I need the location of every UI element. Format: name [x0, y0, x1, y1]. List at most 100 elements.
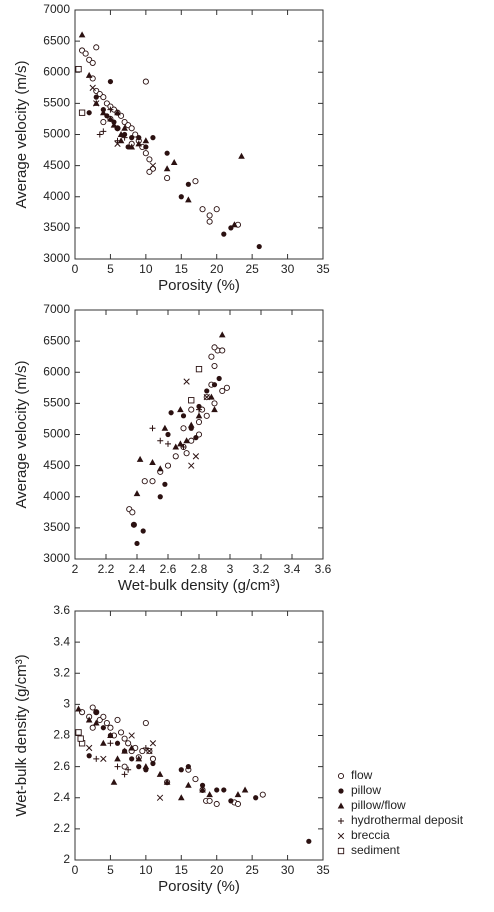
plot-frame — [74, 9, 324, 260]
point — [121, 771, 128, 778]
legend-marker — [337, 847, 345, 855]
point — [183, 450, 190, 457]
point — [170, 159, 178, 166]
point — [185, 181, 191, 187]
legend-label: flow — [351, 768, 373, 782]
point — [125, 740, 132, 747]
point — [177, 440, 184, 447]
point — [211, 362, 218, 370]
point — [146, 168, 153, 175]
y-tick-label: 6000 — [43, 64, 70, 78]
point — [213, 206, 220, 213]
x-axis-label: Porosity (%) — [158, 878, 240, 895]
point — [89, 724, 96, 731]
point — [135, 140, 143, 147]
point — [234, 791, 242, 798]
point — [253, 795, 259, 801]
point — [213, 800, 220, 808]
point — [183, 437, 190, 444]
point — [77, 735, 84, 742]
point — [114, 137, 121, 144]
point — [114, 716, 121, 723]
point — [135, 755, 143, 762]
legend-label: pillow/flow — [351, 798, 406, 812]
point — [86, 744, 93, 752]
y-tick-label: 2.4 — [53, 790, 70, 804]
point — [107, 724, 114, 731]
point — [100, 713, 107, 720]
point — [178, 767, 184, 773]
point — [199, 206, 206, 213]
point — [75, 729, 82, 736]
point — [238, 152, 245, 159]
y-tick-label: 4500 — [43, 458, 70, 472]
point — [128, 125, 135, 132]
x-axis-label: Wet-bulk density (g/cm³) — [118, 577, 280, 594]
legend-marker — [338, 818, 344, 824]
point — [211, 406, 218, 413]
point — [141, 478, 148, 485]
point — [196, 403, 202, 410]
point — [107, 115, 114, 122]
y-tick-label: 3000 — [43, 251, 70, 265]
point — [143, 144, 149, 150]
x-axis-label: Porosity (%) — [158, 277, 240, 294]
y-tick-label: 3.2 — [53, 665, 70, 679]
x-tick-label: 35 — [316, 262, 330, 276]
point — [93, 44, 100, 51]
point — [223, 384, 230, 391]
point — [121, 735, 128, 742]
scatter-plot: 2 2.2 2.4 2.6 2.8 3 3.2 3.4 3.6 3000 3500 4000 4500 5… — [13, 302, 332, 594]
point — [93, 100, 100, 107]
point — [114, 140, 121, 147]
point — [100, 128, 107, 135]
point — [241, 786, 249, 793]
point — [100, 755, 107, 762]
x-tick-label: 3.6 — [315, 562, 332, 576]
legend-label: hydrothermal deposit — [351, 813, 464, 827]
point — [156, 465, 164, 472]
point — [162, 481, 168, 487]
point — [221, 787, 227, 793]
point — [218, 331, 226, 338]
point — [149, 478, 156, 485]
point — [163, 778, 171, 785]
y-tick-label: 3.6 — [53, 603, 70, 617]
x-tick-label: 0 — [72, 863, 79, 877]
point — [149, 459, 156, 466]
y-tick-label: 5500 — [43, 396, 70, 410]
point — [129, 756, 135, 762]
point — [149, 425, 156, 432]
point — [89, 59, 96, 66]
legend-label: pillow — [351, 783, 381, 797]
point — [206, 218, 213, 225]
point — [195, 418, 203, 426]
x-tick-label: 25 — [245, 863, 259, 877]
point — [142, 150, 149, 157]
x-tick-label: 0 — [72, 262, 79, 276]
point — [206, 212, 213, 219]
y-tick-label: 5500 — [43, 96, 70, 110]
x-tick-label: 2 — [72, 562, 79, 576]
point — [172, 443, 180, 450]
point — [136, 455, 144, 462]
x-tick-label: 35 — [316, 863, 330, 877]
point — [185, 781, 192, 788]
point — [193, 435, 199, 441]
point — [180, 425, 187, 432]
point — [86, 753, 92, 759]
y-axis-label: Average velocity (m/s) — [13, 60, 30, 208]
y-tick-label: 6500 — [43, 33, 70, 47]
point — [211, 344, 218, 351]
point — [203, 393, 210, 401]
point — [103, 720, 110, 727]
x-tick-label: 30 — [281, 262, 295, 276]
y-tick-label: 4500 — [43, 158, 70, 172]
x-tick-label: 10 — [139, 863, 153, 877]
x-tick-label: 30 — [281, 863, 295, 877]
point — [306, 838, 312, 844]
point — [100, 739, 107, 746]
point — [107, 740, 114, 747]
